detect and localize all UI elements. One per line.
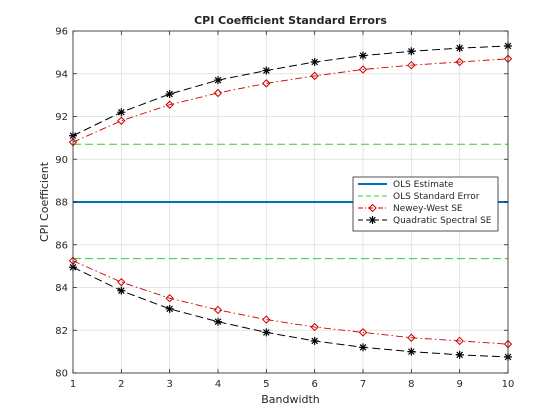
star-marker [165,90,174,99]
star-marker-stroke [214,76,222,84]
star-marker-stroke [263,329,270,336]
series-line [72,260,509,345]
diamond-marker [165,100,174,109]
x-tick-label: 10 [502,379,515,390]
star-marker [310,57,319,66]
star-marker [117,286,126,295]
series-newey-west-se [68,54,513,349]
legend-item: Newey-West SE [358,203,463,214]
star-marker-stroke [166,305,173,313]
x-tick-label: 8 [408,379,414,390]
x-tick-label: 5 [263,379,269,390]
diamond-marker [455,57,464,67]
y-tick-label: 82 [55,326,68,337]
diamond-marker [262,315,271,324]
star-marker [359,51,367,60]
diamond-marker [358,328,368,337]
y-tick-label: 84 [55,283,68,294]
legend-label: Quadratic Spectral SE [393,216,492,226]
star-marker [407,347,416,356]
star-marker [359,343,367,352]
star-marker-stroke [369,216,376,224]
legend-label: Newey-West SE [393,204,463,214]
diamond-marker [407,333,416,342]
star-marker [407,47,416,56]
ticks: 1 2 3 4 5 6 7 8 9 10 80 82 84 86 88 90 92 94 96 [55,27,514,391]
legend-label: OLS Standard Error [393,192,480,202]
x-tick-label: 6 [311,379,317,390]
series-line [72,58,509,143]
x-axis-label: Bandwidth [261,393,320,406]
star-marker-stroke [408,48,415,55]
star-marker-stroke [263,67,270,74]
star-marker-stroke [456,351,463,359]
diamond-marker [213,305,223,315]
x-tick-label: 3 [166,379,172,390]
x-tick-label: 1 [70,379,76,390]
x-tick-label: 2 [118,379,124,390]
star-marker-stroke [166,90,173,98]
diamond-marker [407,60,416,70]
star-marker [214,317,222,326]
legend-item: Quadratic Spectral SE [358,216,492,226]
x-tick-label: 4 [215,379,221,390]
series-layer [68,41,513,361]
star-marker-stroke [359,344,367,351]
legend-item: OLS Standard Error [358,192,480,202]
star-marker-stroke [408,348,415,355]
diamond-marker [358,65,368,74]
diamond-marker [455,336,464,346]
star-marker [310,336,319,345]
star-marker [165,304,174,313]
star-marker [117,108,126,117]
y-tick-label: 92 [55,112,68,123]
series-line [72,45,509,137]
diamond-marker [213,88,223,98]
star-marker-stroke [118,287,125,295]
diamond-marker [262,79,271,88]
chart-title: CPI Coefficient Standard Errors [194,14,387,27]
y-axis-label: CPI Coefficient [38,161,51,242]
y-tick-label: 94 [55,69,68,80]
diamond-marker [310,322,319,332]
legend-box [352,176,499,232]
diamond-marker [368,203,377,213]
star-marker-stroke [214,318,222,326]
y-tick-label: 80 [55,369,68,380]
y-tick-label: 90 [55,155,68,166]
star-marker-stroke [456,44,463,52]
star-marker [368,216,377,224]
star-marker-stroke [359,52,367,59]
star-marker [262,66,271,75]
star-marker [214,76,222,85]
diamond-marker [165,293,174,303]
legend-item: OLS Estimate [358,180,454,190]
star-marker-stroke [311,337,318,345]
y-tick-label: 96 [55,27,68,38]
star-marker-stroke [311,58,318,66]
y-tick-label: 88 [55,198,68,209]
legend-label: OLS Estimate [393,180,454,190]
legend: OLS Estimate OLS Standard Error Newey-West… [352,176,499,232]
diamond-marker [310,71,319,81]
x-tick-label: 9 [456,379,462,390]
star-marker-stroke [118,108,125,116]
x-tick-label: 7 [360,379,366,390]
series-ols-standard-error [73,143,508,260]
y-tick-label: 86 [55,240,68,251]
star-marker [262,328,271,337]
star-marker [455,44,464,53]
star-marker [455,350,464,359]
diamond-marker [117,277,126,287]
diamond-marker [117,116,126,125]
series-line [72,266,509,358]
